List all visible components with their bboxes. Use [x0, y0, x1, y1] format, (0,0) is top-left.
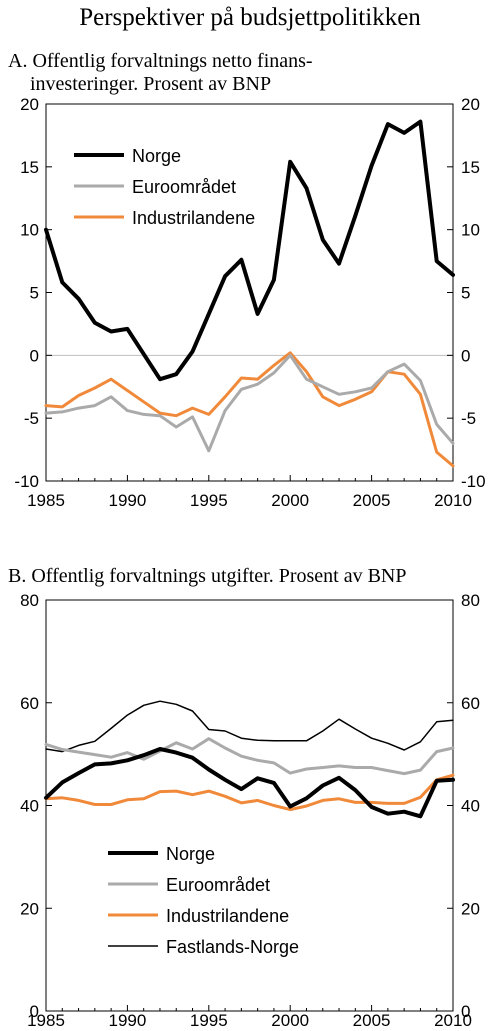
- panel-b-series-industrilandene: [44, 773, 455, 812]
- panel-b-series-norge: [44, 747, 455, 819]
- panel-b-ytick-label-right: 80: [461, 591, 480, 610]
- panel-b-legend-label: Industrilandene: [166, 906, 289, 926]
- page-title: Perspektiver på budsjettpolitikken: [79, 4, 421, 31]
- panel-a-legend-label: Norge: [132, 146, 181, 166]
- panel-a-ytick-label-right: 10: [461, 221, 480, 240]
- panel-a-ytick-label-right: -10: [461, 472, 486, 491]
- panel-b-ytick-label-left: 0: [30, 1002, 39, 1021]
- panel-a-ytick-label-right: 15: [461, 158, 480, 177]
- panel-b-ytick-label-left: 80: [20, 591, 39, 610]
- panel-b-series-euroomr-det: [44, 737, 455, 776]
- panel-a-title-line1: A. Offentlig forvaltnings netto finans-: [8, 50, 313, 72]
- panel-a-ytick-label-left: 0: [30, 346, 39, 365]
- panel-a-ytick-label-left: 15: [20, 158, 39, 177]
- panel-a-legend-label: Euroområdet: [132, 177, 236, 197]
- panel-a-ytick-label-right: -5: [461, 409, 476, 428]
- panel-a-ytick-label-left: -5: [24, 409, 39, 428]
- panel-a-chart: -10 -10 -5 -5 0 0 5 5 10 10 15 15 20 20 1985 1990 1995 20…: [14, 95, 485, 510]
- panel-b-legend-label: Fastlands-Norge: [166, 937, 299, 957]
- panel-a-series-euroomr-det: [44, 353, 455, 453]
- panel-b-ytick-label-right: 60: [461, 694, 480, 713]
- panel-b-ytick-label-right: 0: [461, 1002, 470, 1021]
- panel-a-ytick-label-left: 20: [20, 95, 39, 114]
- panel-a-ytick-label-left: -10: [14, 472, 39, 491]
- panel-b-xtick-label: 1985: [27, 1011, 65, 1030]
- panel-a-xtick-label: 2010: [434, 491, 472, 510]
- panel-b-ytick-label-left: 60: [20, 694, 39, 713]
- panel-b-ytick-label-left: 40: [20, 797, 39, 816]
- panel-a-ytick-label-left: 5: [30, 284, 39, 303]
- panel-b-xtick-label: 1990: [108, 1011, 146, 1030]
- panel-a-title-line2: investeringer. Prosent av BNP: [30, 73, 272, 95]
- panel-a-ytick-label-right: 5: [461, 284, 470, 303]
- panel-b-title: B. Offentlig forvaltnings utgifter. Pros…: [8, 565, 407, 587]
- panel-a-legend-label: Industrilandene: [132, 208, 255, 228]
- panel-b-xtick-label: 2010: [434, 1011, 472, 1030]
- panel-b-ytick-label-right: 40: [461, 797, 480, 816]
- panel-a-xtick-label: 1995: [190, 491, 228, 510]
- panel-b-chart: 0 0 20 20 40 40 60 60 80 80 1985 1990 1995 2000 2005 20…: [20, 591, 480, 1030]
- panel-b-ytick-label-left: 20: [20, 899, 39, 918]
- panel-b-ytick-label-right: 20: [461, 899, 480, 918]
- panel-b-xtick-label: 1995: [190, 1011, 228, 1030]
- panel-b-legend-label: Euroområdet: [166, 875, 270, 895]
- panel-b-series-fastlands-norge: [45, 700, 454, 753]
- panel-a-xtick-label: 2005: [353, 491, 391, 510]
- panel-a-series-norge: [44, 119, 455, 382]
- panel-b-xtick-label: 2000: [271, 1011, 309, 1030]
- panel-a-xtick-label: 2000: [271, 491, 309, 510]
- panel-a-ytick-label-right: 20: [461, 95, 480, 114]
- panel-a-xtick-label: 1990: [108, 491, 146, 510]
- panel-a-xtick-label: 1985: [27, 491, 65, 510]
- panel-a-ytick-label-left: 10: [20, 221, 39, 240]
- panel-b-xtick-label: 2005: [353, 1011, 391, 1030]
- panel-a-ytick-label-right: 0: [461, 346, 470, 365]
- panel-b-legend-label: Norge: [166, 844, 215, 864]
